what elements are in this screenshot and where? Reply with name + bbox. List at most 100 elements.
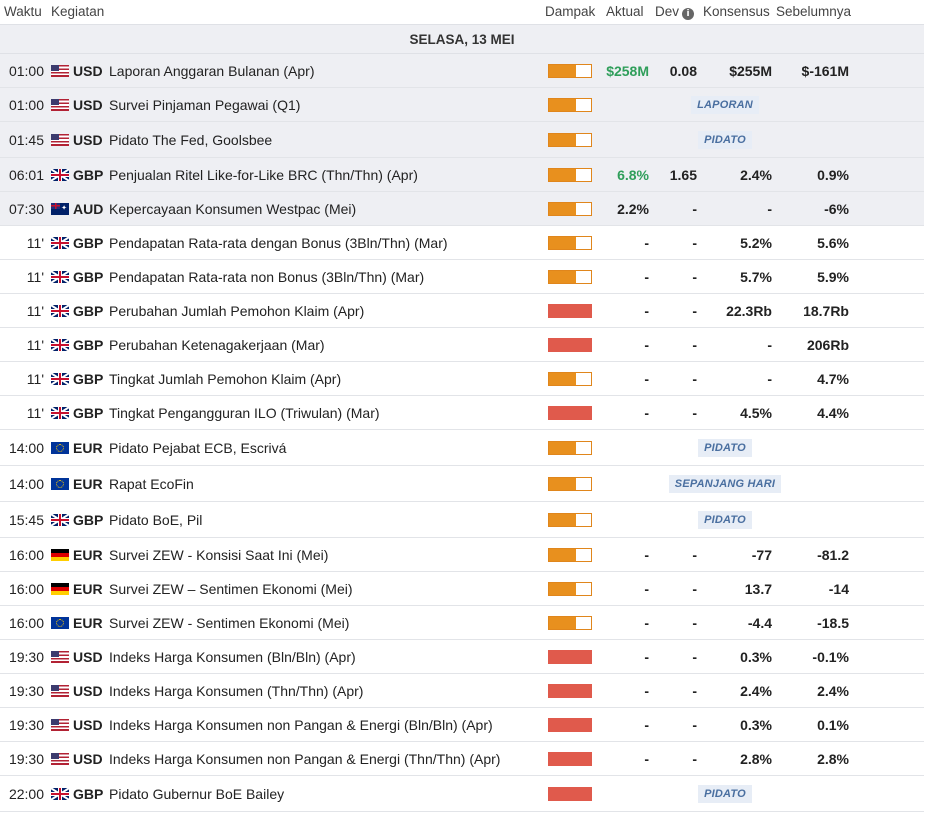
event-time: 16:00: [8, 580, 44, 597]
table-row[interactable]: 16:00 EUR Survei ZEW - Sentimen Ekonomi (M…: [0, 606, 924, 640]
table-row[interactable]: 07:30 AUD Kepercayaan Konsumen Westpac (Me…: [0, 192, 924, 226]
table-row[interactable]: 19:30 USD Indeks Harga Konsumen (Bln/Bln) …: [0, 640, 924, 674]
table-row[interactable]: 14:00 EUR Pidato Pejabat ECB, Escrivá PIDAT…: [0, 430, 924, 466]
event-name[interactable]: Pendapatan Rata-rata non Bonus (3Bln/Thn…: [109, 268, 425, 285]
us-flag-icon: [51, 650, 69, 663]
event-name[interactable]: Survei ZEW - Sentimen Ekonomi (Mei): [109, 614, 350, 631]
table-row[interactable]: 11' GBP Pendapatan Rata-rata non Bonus (3B…: [0, 260, 924, 294]
header-dev[interactable]: Dev i: [655, 4, 695, 20]
event-name[interactable]: Pidato BoE, Pil: [109, 511, 203, 528]
event-type-cell: PIDATO: [600, 502, 850, 537]
event-name[interactable]: Pendapatan Rata-rata dengan Bonus (3Bln/…: [109, 234, 448, 251]
event-name[interactable]: Tingkat Jumlah Pemohon Klaim (Apr): [109, 370, 342, 387]
impact-bar-fill: [549, 338, 591, 351]
header-consensus[interactable]: Konsensus: [703, 4, 770, 19]
impact-bar-fill: [549, 372, 576, 385]
event-time: 11': [26, 370, 44, 387]
table-row[interactable]: 16:00 EUR Survei ZEW - Konsisi Saat Ini (M…: [0, 538, 924, 572]
previous-value: 0.9%: [817, 166, 849, 183]
currency-code: USD: [73, 62, 103, 79]
impact-bar: [548, 371, 592, 386]
event-name[interactable]: Indeks Harga Konsumen (Bln/Bln) (Apr): [109, 648, 356, 665]
header-actual[interactable]: Aktual: [606, 4, 644, 19]
actual-value: -: [644, 614, 649, 631]
event-name[interactable]: Pidato Pejabat ECB, Escrivá: [109, 439, 287, 456]
event-time: 01:00: [8, 96, 44, 113]
event-name[interactable]: Indeks Harga Konsumen non Pangan & Energ…: [109, 750, 501, 767]
previous-value: 2.8%: [817, 750, 849, 767]
event-name[interactable]: Survei ZEW - Konsisi Saat Ini (Mei): [109, 546, 329, 563]
previous-value: 5.9%: [817, 268, 849, 285]
event-name[interactable]: Penjualan Ritel Like-for-Like BRC (Thn/T…: [109, 166, 418, 183]
header-time[interactable]: Waktu: [4, 4, 42, 19]
actual-value: -: [644, 370, 649, 387]
gb-flag-icon: [51, 304, 69, 317]
impact-bar-fill: [549, 477, 576, 490]
table-row[interactable]: 01:00 USD Laporan Anggaran Bulanan (Apr) $2…: [0, 54, 924, 88]
event-name[interactable]: Kepercayaan Konsumen Westpac (Mei): [109, 200, 357, 217]
event-name[interactable]: Tingkat Pengangguran ILO (Triwulan) (Mar…: [109, 404, 380, 421]
event-name[interactable]: Survei Pinjaman Pegawai (Q1): [109, 96, 301, 113]
event-name[interactable]: Perubahan Jumlah Pemohon Klaim (Apr): [109, 302, 365, 319]
consensus-value: 0.3%: [740, 716, 772, 733]
event-name[interactable]: Indeks Harga Konsumen (Thn/Thn) (Apr): [109, 682, 364, 699]
table-row[interactable]: 19:30 USD Indeks Harga Konsumen non Pangan…: [0, 708, 924, 742]
impact-bar-fill: [549, 406, 591, 419]
table-row[interactable]: 14:00 EUR Rapat EcoFin SEPANJANG HARI: [0, 466, 924, 502]
event-name[interactable]: Pidato The Fed, Goolsbee: [109, 131, 273, 148]
impact-bar-fill: [549, 441, 576, 454]
currency-code: GBP: [73, 511, 104, 528]
table-row[interactable]: 19:30 USD Indeks Harga Konsumen non Pangan…: [0, 742, 924, 776]
table-row[interactable]: 01:00 USD Survei Pinjaman Pegawai (Q1) LAPO…: [0, 88, 924, 122]
event-type-cell: SEPANJANG HARI: [600, 466, 850, 501]
table-row[interactable]: 11' GBP Perubahan Jumlah Pemohon Klaim (Ap…: [0, 294, 924, 328]
info-icon[interactable]: i: [682, 8, 695, 20]
impact-bar-fill: [549, 650, 591, 663]
actual-value: 6.8%: [617, 166, 649, 183]
us-flag-icon: [51, 133, 69, 146]
event-name[interactable]: Perubahan Ketenagakerjaan (Mar): [109, 336, 325, 353]
header-impact[interactable]: Dampak: [545, 4, 596, 19]
event-name[interactable]: Pidato Gubernur BoE Bailey: [109, 785, 285, 802]
consensus-value: -: [767, 336, 772, 353]
header-previous[interactable]: Sebelumnya: [776, 4, 852, 19]
us-flag-icon: [51, 752, 69, 765]
de-flag-icon: [51, 582, 69, 595]
impact-bar: [548, 581, 592, 596]
event-type-cell: LAPORAN: [600, 88, 850, 121]
impact-bar: [548, 786, 592, 801]
deviation-value: -: [692, 716, 697, 733]
table-row[interactable]: 19:30 USD Indeks Harga Konsumen (Thn/Thn) …: [0, 674, 924, 708]
event-name[interactable]: Laporan Anggaran Bulanan (Apr): [109, 62, 315, 79]
impact-bar-fill: [549, 270, 576, 283]
table-row[interactable]: 11' GBP Pendapatan Rata-rata dengan Bonus …: [0, 226, 924, 260]
table-row[interactable]: 06:01 GBP Penjualan Ritel Like-for-Like BR…: [0, 158, 924, 192]
previous-value: 4.4%: [817, 404, 849, 421]
table-row[interactable]: 01:45 USD Pidato The Fed, Goolsbee PIDATO: [0, 122, 924, 158]
event-name[interactable]: Rapat EcoFin: [109, 475, 194, 492]
impact-bar-fill: [549, 304, 591, 317]
event-name[interactable]: Survei ZEW – Sentimen Ekonomi (Mei): [109, 580, 353, 597]
currency-code: EUR: [73, 614, 103, 631]
table-row[interactable]: 22:00 GBP Pidato Gubernur BoE Bailey PIDATO: [0, 776, 924, 812]
impact-bar: [548, 167, 592, 182]
consensus-value: -77: [751, 546, 772, 563]
table-row[interactable]: 11' GBP Tingkat Jumlah Pemohon Klaim (Apr)…: [0, 362, 924, 396]
table-row[interactable]: 16:00 EUR Survei ZEW – Sentimen Ekonomi (M…: [0, 572, 924, 606]
impact-bar-fill: [549, 513, 576, 526]
impact-bar-fill: [549, 236, 576, 249]
deviation-value: -: [692, 234, 697, 251]
table-row[interactable]: 15:45 GBP Pidato BoE, Pil PIDATO: [0, 502, 924, 538]
table-row[interactable]: 11' GBP Tingkat Pengangguran ILO (Triwulan…: [0, 396, 924, 430]
impact-bar-fill: [549, 718, 591, 731]
table-row[interactable]: 11' GBP Perubahan Ketenagakerjaan (Mar) - - -…: [0, 328, 924, 362]
impact-bar: [548, 97, 592, 112]
previous-value: $-161M: [801, 62, 849, 79]
impact-bar: [548, 547, 592, 562]
event-name[interactable]: Indeks Harga Konsumen non Pangan & Energ…: [109, 716, 493, 733]
header-event[interactable]: Kegiatan: [51, 4, 105, 19]
actual-value: -: [644, 648, 649, 665]
event-time: 19:30: [8, 648, 44, 665]
impact-bar: [548, 440, 592, 455]
previous-value: -14: [828, 580, 849, 597]
